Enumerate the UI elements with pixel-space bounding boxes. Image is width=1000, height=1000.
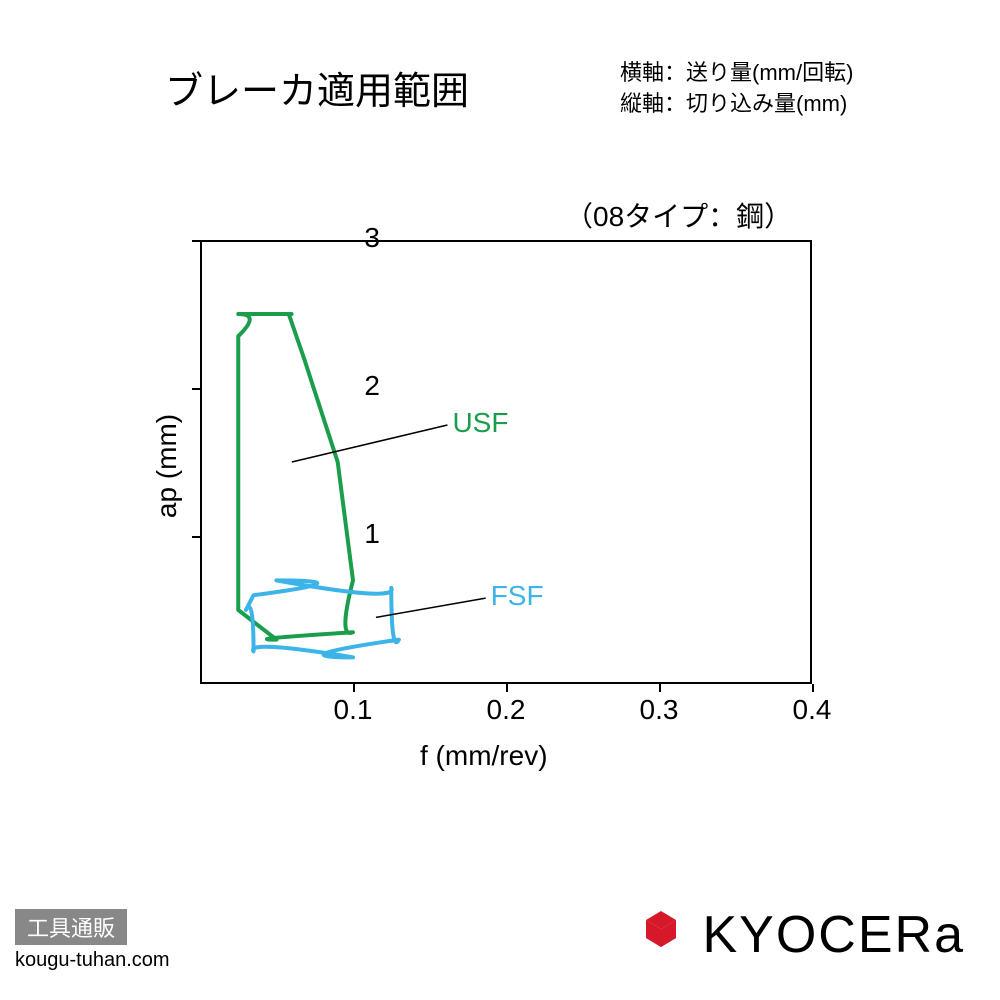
y-axis-label: ap (mm) — [151, 414, 183, 518]
chart-title: ブレーカ適用範囲 — [165, 60, 469, 115]
footer-url: kougu-tuhan.com — [15, 949, 170, 972]
kyocera-logo-icon — [632, 906, 690, 964]
y-tick-label: 1 — [160, 518, 380, 550]
x-tick-label: 0.1 — [334, 694, 373, 726]
x-tick-mark — [659, 684, 661, 692]
chart-subtitle: （08タイプ：鋼） — [565, 195, 792, 235]
y-tick-label: 3 — [160, 222, 380, 254]
x-tick-label: 0.4 — [793, 694, 832, 726]
chart-regions-svg — [200, 240, 812, 684]
y-tick-mark — [192, 388, 200, 390]
axis-legend-y: 縦軸：切り込み量(mm) — [620, 89, 853, 120]
region-label-usf: USF — [452, 407, 508, 439]
x-tick-label: 0.2 — [487, 694, 526, 726]
x-tick-mark — [812, 684, 814, 692]
y-tick-mark — [192, 240, 200, 242]
y-tick-label: 2 — [160, 370, 380, 402]
region-label-fsf: FSF — [491, 580, 544, 612]
kyocera-logo-text: KYOCERa — [702, 905, 965, 965]
y-tick-mark — [192, 536, 200, 538]
x-tick-label: 0.3 — [640, 694, 679, 726]
footer-badge: 工具通販 — [15, 909, 127, 945]
x-tick-mark — [353, 684, 355, 692]
axis-legend: 横軸：送り量(mm/回転) 縦軸：切り込み量(mm) — [620, 58, 853, 120]
x-axis-label: f (mm/rev) — [420, 740, 548, 772]
region-fsf — [246, 580, 399, 657]
chart-container — [200, 240, 812, 684]
kyocera-logo: KYOCERa — [632, 905, 965, 965]
x-tick-mark — [506, 684, 508, 692]
axis-legend-x: 横軸：送り量(mm/回転) — [620, 58, 853, 89]
leader-line — [292, 425, 448, 462]
